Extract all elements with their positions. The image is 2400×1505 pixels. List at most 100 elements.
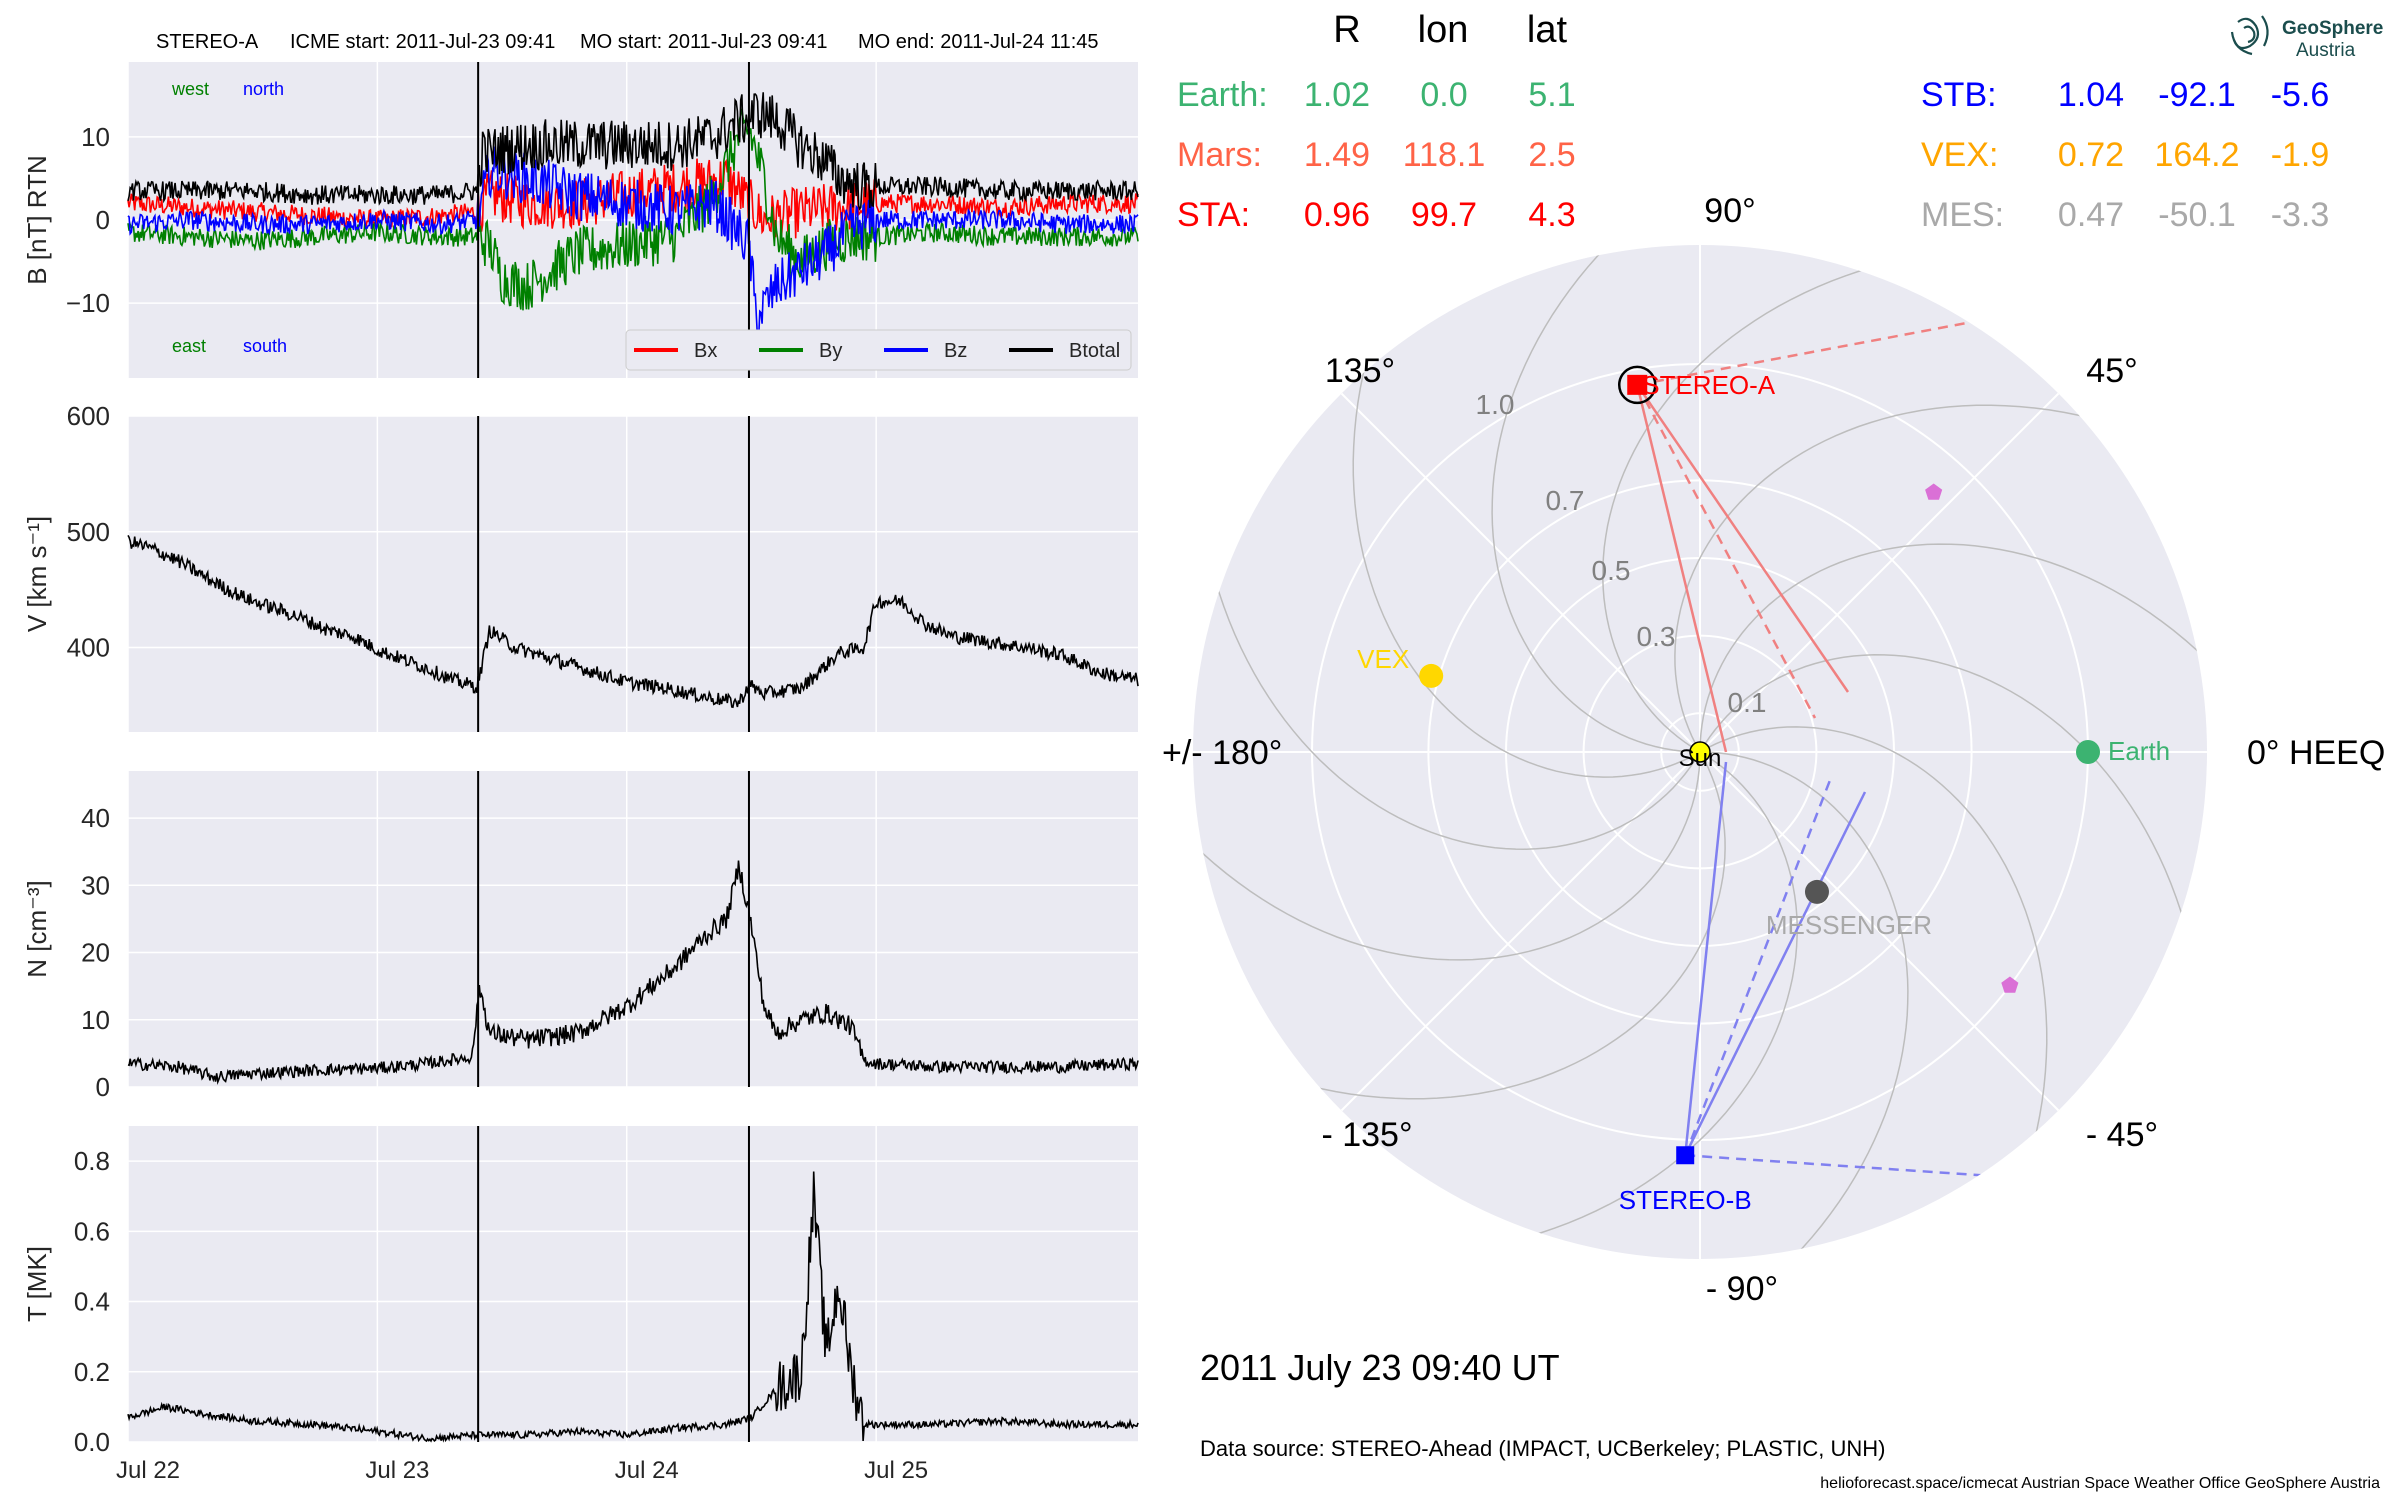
polar-angle-label: +/- 180°: [1162, 734, 1282, 772]
polar-spoke: [1699, 751, 2060, 1112]
label-messenger: MESSENGER: [1766, 910, 1932, 940]
series-line-bz: [127, 146, 1139, 343]
parker-spiral-arc: [1478, 751, 1798, 1249]
table-left-r: 0.96: [1304, 196, 1370, 234]
marker-stereo-b: [1676, 1146, 1695, 1165]
panel-background: [128, 771, 1138, 1087]
series-line-bx: [127, 158, 1139, 242]
table-right-lat: -3.3: [2271, 196, 2330, 234]
header-spacecraft: STEREO-A: [156, 31, 259, 53]
fov-lines: [1636, 320, 1993, 1178]
polar-angle-label: - 90°: [1706, 1270, 1778, 1308]
annotation-north: north: [243, 79, 284, 99]
panel-background: [128, 416, 1138, 732]
polar-r-tick-label: 1.0: [1476, 389, 1515, 420]
label-vex: VEX: [1357, 644, 1409, 674]
y-tick-label: 40: [81, 803, 110, 833]
parker-spiral-arc: [1491, 245, 1701, 753]
x-tick-label: Jul 22: [116, 1457, 180, 1484]
header-icme-start: ICME start: 2011-Jul-23 09:41: [290, 31, 555, 53]
table-right-lat: -1.9: [2271, 136, 2330, 174]
table-header-lat: lat: [1527, 9, 1568, 51]
polar-spokes: [1193, 245, 2207, 1259]
table-header-lon: lon: [1418, 9, 1469, 51]
table-right-lon: -92.1: [2158, 76, 2236, 114]
table-right-lon: -50.1: [2158, 196, 2236, 234]
panel-magnetic_field: 10 0 −10 B [nT] RTN west north east south Bx By Bz…: [22, 62, 1139, 378]
polar-angle-label: - 45°: [2086, 1116, 2158, 1154]
heeq-polar-map: 0.1 0.3 0.5 0.7 1.0 90° 45° 0° HEEQ - 45° - 90° - …: [1162, 192, 2385, 1308]
table-left-lat: 4.3: [1528, 196, 1575, 234]
parker-spiral-arc: [1699, 751, 1909, 1259]
polar-spoke: [1340, 392, 1701, 753]
marker-earth: [2076, 740, 2100, 764]
x-tick-label: Jul 23: [365, 1457, 429, 1484]
table-left-lon: 0.0: [1420, 76, 1467, 114]
y-tick-label: 500: [67, 517, 110, 547]
table-right-lon: 164.2: [2154, 136, 2239, 174]
legend-label-by: By: [819, 340, 842, 362]
footer-credits: helioforecast.space/icmecat Austrian Spa…: [1820, 1475, 2380, 1492]
table-right-r: 1.04: [2058, 76, 2124, 114]
sta-line-solid: [1636, 384, 1850, 693]
y-tick-label: 0.6: [74, 1216, 110, 1246]
table-left-lat: 2.5: [1528, 136, 1575, 174]
table-right-r: 0.72: [2058, 136, 2124, 174]
y-tick-label: 30: [81, 870, 110, 900]
panel-density: 40 30 20 10 0 N [cm⁻³]: [22, 771, 1139, 1102]
stb-line-solid: [1684, 791, 1867, 1156]
stb-line-far: [1685, 1154, 1993, 1178]
legend-label-bx: Bx: [694, 340, 717, 362]
panel-speed: 600 500 400 V [km s⁻¹]: [22, 401, 1139, 732]
y-tick-label: 20: [81, 938, 110, 968]
polar-r-tick-label: 0.3: [1637, 621, 1676, 652]
table-left-name: STA:: [1177, 196, 1250, 234]
header-mo-end: MO end: 2011-Jul-24 11:45: [858, 31, 1099, 53]
parker-spiral-arc: [1699, 654, 2197, 974]
panel-temperature: 0.8 0.6 0.4 0.2 0.0 T [MK] Jul 22 Jul 23 Jul 24 J…: [22, 1126, 1139, 1484]
logo-line1: GeoSphere: [2282, 18, 2383, 39]
label-earth: Earth: [2108, 736, 2170, 766]
annotation-south: south: [243, 336, 287, 356]
polar-angle-label: 0° HEEQ: [2247, 734, 2385, 772]
parker-spiral-arc: [1699, 543, 2207, 753]
y-axis-label: T [MK]: [22, 1246, 52, 1322]
logo-line2: Austria: [2296, 40, 2356, 61]
parker-spirals: [1193, 245, 2207, 1259]
y-tick-label: 0.8: [74, 1146, 110, 1176]
series-line-v: [127, 535, 1139, 709]
parker-spiral-arc: [1203, 530, 1701, 850]
annotation-west: west: [171, 79, 209, 99]
position-table: R lon lat Earth: 1.02 0.0 5.1 Mars: 1.49 118.1…: [1177, 9, 2329, 234]
parker-spiral-arc: [1260, 751, 1726, 1100]
label-sun: Sun: [1679, 745, 1722, 772]
panel-background: [128, 1126, 1138, 1442]
table-left-r: 1.02: [1304, 76, 1370, 114]
parker-spiral-arc: [1602, 255, 1922, 753]
header-mo-start: MO start: 2011-Jul-23 09:41: [580, 31, 828, 53]
parker-spiral-arc: [1699, 726, 2048, 1192]
table-right-lat: -5.6: [2271, 76, 2330, 114]
x-tick-label: Jul 24: [615, 1457, 679, 1484]
table-left-name: Earth:: [1177, 76, 1268, 114]
series-line-by: [127, 108, 1139, 311]
polar-r-tick-label: 0.7: [1546, 485, 1585, 516]
polar-angle-label: - 135°: [1321, 1116, 1412, 1154]
annotation-east: east: [172, 336, 206, 356]
series-line-t: [127, 1171, 1139, 1443]
y-axis-label: N [cm⁻³]: [22, 880, 52, 978]
y-tick-label: 400: [67, 633, 110, 663]
polar-r-tick-label: 0.1: [1728, 687, 1767, 718]
table-right-name: MES:: [1921, 196, 2004, 234]
sta-line-sun: [1636, 384, 1728, 753]
geosphere-logo: GeoSphere Austria: [2230, 15, 2383, 61]
date-label: 2011 July 23 09:40 UT: [1200, 1347, 1560, 1388]
y-tick-label: 0.0: [74, 1427, 110, 1457]
marker-messenger: [1804, 879, 1829, 904]
marker-ring-stereo-a: [1617, 365, 1657, 405]
sta-line-far: [1637, 320, 1973, 387]
polar-spoke: [1340, 751, 1701, 1112]
y-tick-label: 10: [81, 122, 110, 152]
